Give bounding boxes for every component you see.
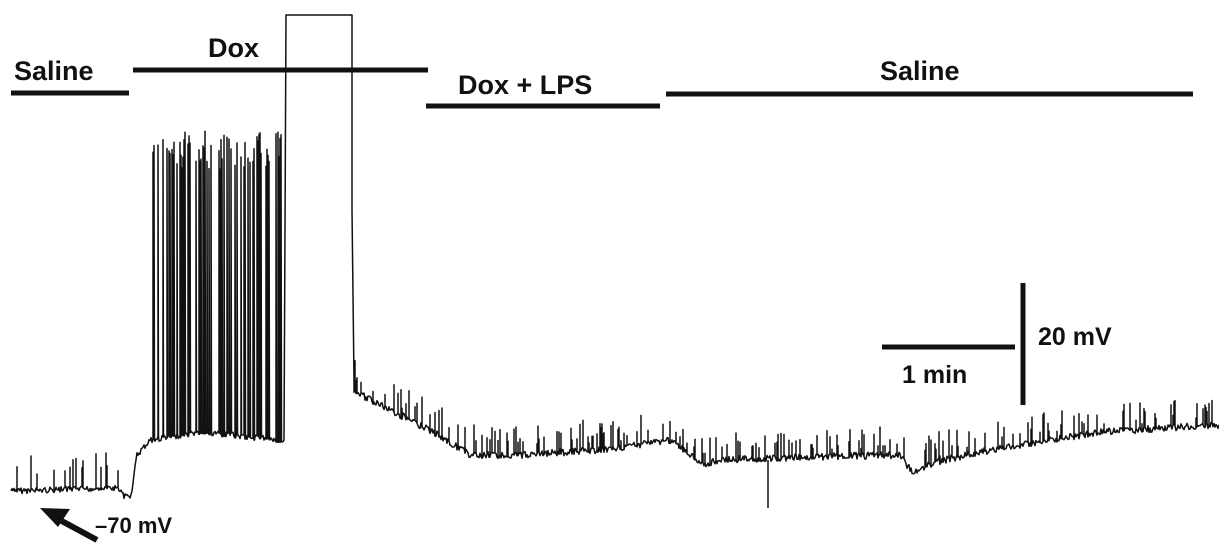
membrane-potential-trace [10,14,1219,508]
time-scale-label: 1 min [902,361,967,389]
segment-label-dox: Dox [208,33,259,63]
scale-bars [882,283,1026,405]
segment-label-dox-lps: Dox + LPS [458,70,592,100]
trace-line [10,14,1219,500]
treatment-bars [11,67,1193,109]
resting-potential-arrow [40,508,99,543]
voltage-scale-label: 20 mV [1038,323,1112,351]
segment-label-saline-2: Saline [880,56,960,86]
segment-label-saline-1: Saline [14,56,94,86]
resting-potential-label: –70 mV [95,513,172,538]
